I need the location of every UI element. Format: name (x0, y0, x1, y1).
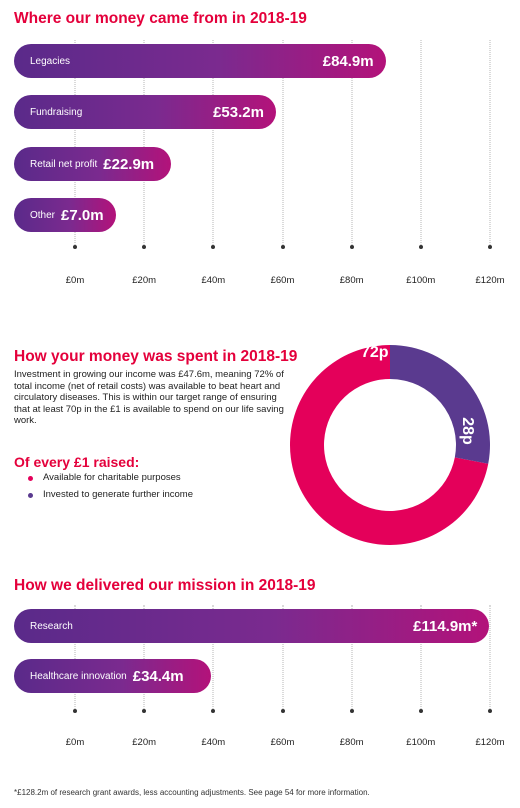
gridline (282, 40, 283, 247)
gridline (143, 40, 145, 247)
bar: Healthcare innovation £34.4m (14, 659, 211, 693)
axis-dot (488, 709, 492, 713)
x-tick-label: £100m (406, 275, 436, 286)
bar-category-label: Other (30, 209, 56, 221)
gridline (420, 40, 422, 247)
axis-dot (142, 709, 147, 713)
axis-dot (280, 709, 285, 713)
gridline (212, 605, 214, 711)
gridline (282, 605, 283, 711)
axis-dot (142, 245, 147, 249)
income-title: Where our money came from in 2018-19 (14, 10, 307, 27)
bar-value-label: £114.9m* (413, 617, 478, 635)
legend-label-charitable: Available for charitable purposes (43, 472, 181, 483)
x-tick-label: £100m (406, 737, 436, 748)
bar-category-label: Legacies (30, 55, 71, 67)
bar: Retail net profit £22.9m (14, 147, 172, 181)
gridline (351, 40, 353, 247)
every-pound-title: Of every £1 raised: (14, 454, 140, 470)
x-tick-label: £40m (201, 275, 226, 286)
x-tick-label: £120m (475, 275, 505, 286)
donut-label-invested: 28p (458, 417, 476, 445)
bar: Research £114.9m* (14, 609, 490, 643)
bar-category-label: Research (30, 620, 73, 632)
bar-category-label: Healthcare innovation (30, 670, 127, 682)
x-tick-label: £60m (270, 737, 295, 748)
gridline (489, 40, 491, 247)
donut-svg (290, 345, 490, 545)
income-bar-chart: £0m £20m £40m £60m £80m £100m £120m Legacies £84… (0, 0, 520, 300)
legend-swatch-purple (28, 493, 33, 498)
bar-value-label: £84.9m (322, 52, 374, 70)
bar: Fundraising £53.2m (14, 95, 276, 129)
x-tick-label: £40m (201, 737, 226, 748)
gridline (351, 605, 353, 711)
gridline (74, 40, 76, 247)
bar-category-label: Fundraising (30, 106, 83, 118)
spent-title: How your money was spent in 2018-19 (14, 348, 298, 365)
x-tick-label: £20m (132, 275, 157, 286)
bar: Other £7.0m (14, 198, 117, 232)
bar-value-label: £34.4m (132, 667, 184, 685)
gridline (489, 605, 491, 711)
x-tick-label: £80m (339, 275, 364, 286)
donut-slice-invested (390, 345, 490, 464)
axis-dot (211, 245, 216, 249)
x-tick-label: £120m (475, 737, 505, 748)
gridline (143, 605, 145, 711)
legend-label-invested: Invested to generate further income (43, 489, 193, 500)
axis-dot (418, 245, 423, 249)
spent-description: Investment in growing our income was £47… (14, 369, 284, 426)
x-tick-label: £0m (65, 737, 85, 748)
bar-value-label: £7.0m (61, 206, 104, 224)
donut-label-charitable: 72p (361, 344, 389, 361)
axis-dot (488, 245, 492, 249)
x-tick-label: £60m (270, 275, 295, 286)
bar-category-label: Retail net profit (30, 158, 98, 170)
donut-slice-charitable (290, 345, 489, 545)
axis-dot (349, 245, 354, 249)
legend-swatch-pink (28, 476, 33, 481)
gridline (212, 40, 214, 247)
axis-dot (418, 709, 423, 713)
x-tick-label: £80m (339, 737, 364, 748)
bar: Legacies £84.9m (14, 44, 386, 78)
legend-item-charitable: Available for charitable purposes (28, 472, 181, 483)
gridline (420, 605, 422, 711)
gridline (74, 605, 76, 711)
spending-donut-chart: 72p 28p (285, 340, 495, 550)
axis-dot (211, 709, 216, 713)
mission-title: How we delivered our mission in 2018-19 (14, 577, 316, 594)
axis-dot (73, 709, 77, 713)
bar-value-label: £22.9m (103, 155, 155, 173)
footnote: *£128.2m of research grant awards, less … (14, 788, 370, 797)
axis-dot (73, 245, 77, 249)
axis-dot (280, 245, 285, 249)
axis-dot (349, 709, 354, 713)
bar-value-label: £53.2m (213, 103, 264, 121)
legend-item-invested: Invested to generate further income (28, 489, 193, 500)
x-tick-label: £20m (132, 737, 157, 748)
x-tick-label: £0m (65, 275, 85, 286)
